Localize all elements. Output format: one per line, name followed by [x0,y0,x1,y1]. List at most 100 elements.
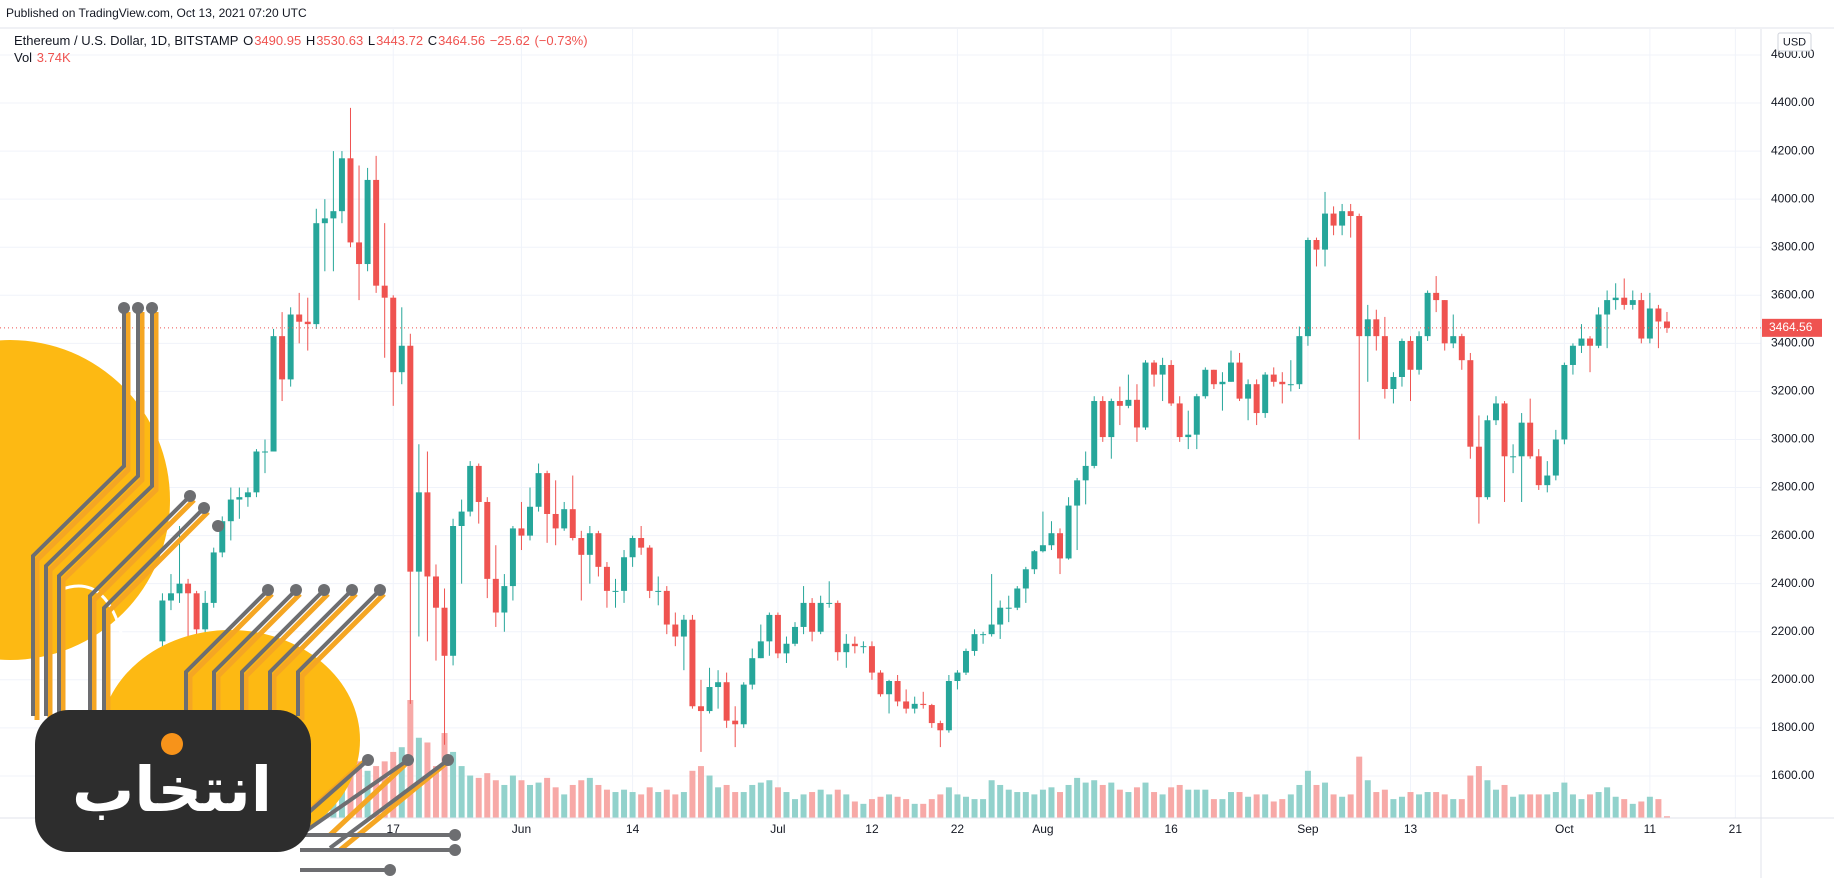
x-tick-label: 21 [1729,822,1743,836]
volume-bar [1339,796,1346,818]
volume-bar [1356,756,1363,818]
volume-bar [1065,784,1072,818]
volume-bar [1467,775,1474,818]
volume-bar [1407,792,1414,818]
volume-bar [834,789,841,818]
y-tick-label: 3600.00 [1771,287,1815,301]
candle-body [527,506,534,536]
volume-bar [689,770,696,818]
currency-box [1777,32,1812,52]
y-tick-label: 3800.00 [1771,239,1815,253]
legend-row: Vol 3.74K [14,49,589,66]
x-tick-label: Jul [770,822,785,836]
volume-bar [578,780,585,818]
change-value: −25.62 [489,33,530,48]
candle-body [1313,240,1320,250]
volume-bar [1663,816,1670,818]
logo-circuit-nodes [118,302,461,876]
candle-body [1193,396,1200,435]
candle-body [689,619,696,707]
volume-bar [1544,794,1551,818]
volume-bar [1151,792,1158,818]
candle-body [1322,213,1329,250]
volume-bar [1381,789,1388,818]
candle-body [774,614,781,654]
volume-bar [1048,787,1055,818]
volume-bar [501,784,508,818]
volume-bar [997,784,1004,818]
volume-bar [415,737,422,818]
y-tick-label: 3200.00 [1771,384,1815,398]
candle-body [236,497,243,500]
volume-bar [928,799,935,818]
candle-body [1441,300,1448,344]
candle-body [706,687,713,712]
volume-bar [1484,780,1491,818]
candle-body [1005,607,1012,609]
candle-body [655,590,662,592]
volume-bar [544,777,551,818]
candle-body [740,684,747,725]
change-pct: (−0.73%) [534,33,588,48]
volume-bar [1039,789,1046,818]
volume-bar [1646,796,1653,818]
y-tick-label: 2400.00 [1771,576,1815,590]
volume-bar [432,766,439,818]
candle-body [792,626,799,644]
candle-body [1048,533,1055,546]
volume-bar [1612,796,1619,818]
volume-bar [1398,796,1405,818]
candle-body [1612,297,1619,301]
candle-body [911,703,918,709]
volume-bar [1125,792,1132,818]
logo-plate [35,710,311,852]
candle-body [1074,480,1081,506]
candle-body [868,646,875,673]
logo-coin [161,733,183,755]
volume-bar [441,733,448,818]
candle-body [1356,215,1363,337]
y-tick-label: 3400.00 [1771,336,1815,350]
candle-body [1561,364,1568,440]
candle-body [851,643,858,647]
candle-body [441,607,448,656]
volume-bar [1168,787,1175,818]
candle-body [612,590,619,592]
y-tick-label: 4200.00 [1771,143,1815,157]
x-tick-label: 14 [626,822,640,836]
y-tick-label: 4000.00 [1771,191,1815,205]
volume-bar [886,794,893,818]
candle-body [1065,505,1072,559]
x-tick-label: 22 [951,822,965,836]
watermark-logo: انتخاب [0,302,461,876]
volume-bar [1424,792,1431,818]
volume-bar [1210,799,1217,818]
volume-bar [1262,794,1269,818]
candle-body [1638,300,1645,339]
volume-bar [988,780,995,818]
candle-body [1039,545,1046,552]
candle-body [202,602,209,630]
candle-body [390,297,397,373]
open-value: 3490.95 [254,33,302,48]
candle-body [1279,381,1286,385]
o-key: O [243,33,254,48]
candle-body [1587,338,1594,346]
candle-body [954,672,961,682]
candle-body [1116,401,1123,406]
volume-bar [1518,794,1525,818]
volume-bar [1253,794,1260,818]
volume-bar [1108,782,1115,818]
volume-bar [1313,784,1320,818]
volume-bar [586,777,593,818]
candle-body [860,646,867,648]
candle-body [1433,292,1440,301]
candle-body [980,634,987,636]
candle-body [219,521,226,553]
volume-bar [629,792,636,818]
volume-bar [920,803,927,818]
candle-body [1330,213,1337,226]
y-tick-label: 3000.00 [1771,432,1815,446]
volume-bar [621,789,628,818]
volume-bar [1091,780,1098,818]
